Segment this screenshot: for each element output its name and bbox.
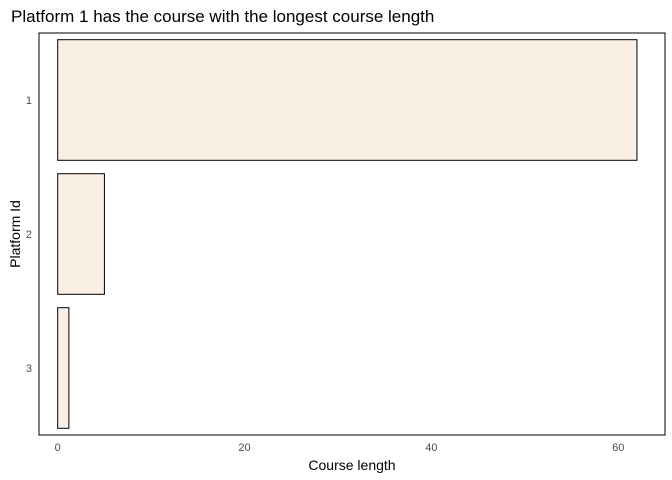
x-tick-label: 20 — [238, 442, 250, 454]
plot-panel — [38, 32, 666, 436]
x-axis-title: Course length — [308, 457, 395, 473]
y-tick-label: 2 — [26, 229, 32, 241]
bar-platform-3 — [57, 307, 70, 429]
bar-platform-1 — [57, 39, 638, 161]
x-tick-labels: 0 20 40 60 — [55, 442, 625, 454]
bar-platform-2 — [57, 173, 105, 295]
x-tick-label: 60 — [612, 442, 624, 454]
y-tick-labels: 1 2 3 — [26, 95, 32, 375]
x-tick-label: 0 — [55, 442, 61, 454]
chart-title: Platform 1 has the course with the longe… — [11, 7, 434, 26]
y-tick-label: 1 — [26, 95, 32, 107]
y-axis-title: Platform Id — [7, 200, 23, 268]
y-tick-label: 3 — [26, 363, 32, 375]
x-tick-label: 40 — [425, 442, 437, 454]
bars-group — [57, 39, 638, 429]
